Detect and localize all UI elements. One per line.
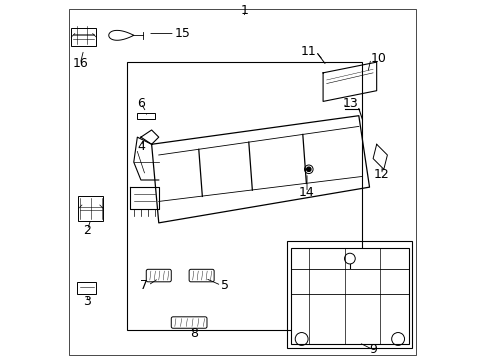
Text: 2: 2 bbox=[83, 224, 91, 237]
Text: 12: 12 bbox=[373, 168, 389, 181]
Bar bbox=[290, 248, 408, 344]
Circle shape bbox=[306, 167, 310, 171]
Text: 10: 10 bbox=[370, 52, 386, 65]
Text: 8: 8 bbox=[190, 327, 198, 340]
Bar bbox=[78, 196, 103, 221]
Text: 9: 9 bbox=[368, 343, 376, 356]
Text: 3: 3 bbox=[83, 295, 91, 308]
Bar bbox=[126, 62, 362, 330]
Text: 6: 6 bbox=[137, 97, 144, 110]
Text: 5: 5 bbox=[221, 279, 229, 292]
Bar bbox=[71, 28, 96, 46]
Text: 13: 13 bbox=[342, 97, 358, 110]
Text: 15: 15 bbox=[175, 27, 190, 40]
Text: 11: 11 bbox=[300, 45, 315, 58]
Text: 16: 16 bbox=[72, 57, 88, 71]
Bar bbox=[77, 282, 96, 294]
Bar bbox=[287, 241, 411, 348]
Bar bbox=[137, 113, 155, 119]
Text: 1: 1 bbox=[240, 4, 248, 17]
Text: 14: 14 bbox=[299, 186, 314, 199]
Text: 7: 7 bbox=[140, 279, 148, 292]
Text: 4: 4 bbox=[137, 140, 144, 153]
FancyBboxPatch shape bbox=[171, 317, 206, 328]
FancyBboxPatch shape bbox=[189, 269, 214, 282]
FancyBboxPatch shape bbox=[146, 269, 171, 282]
